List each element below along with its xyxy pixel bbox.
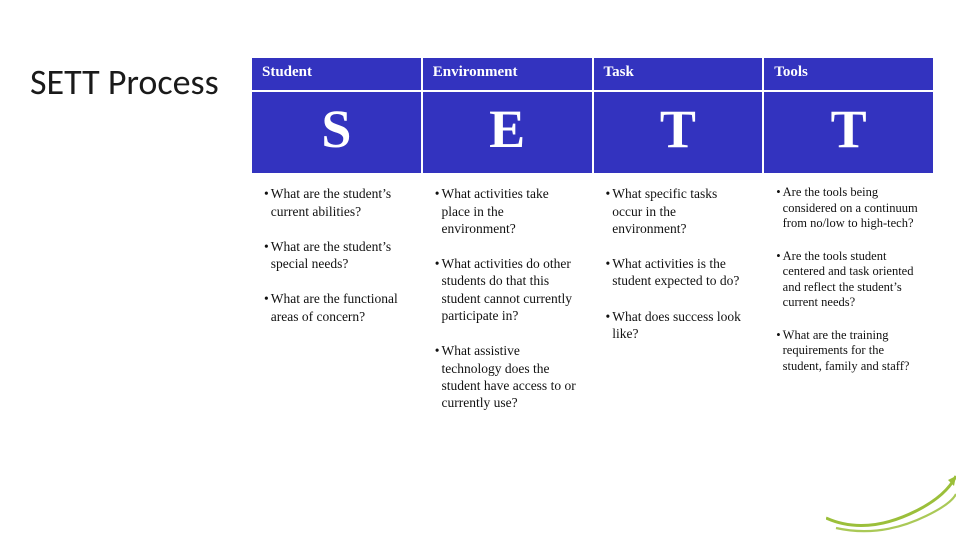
bullet-text: What are the functional areas of concern… xyxy=(271,290,409,325)
bullet-item: •What are the student’s special needs? xyxy=(264,238,409,273)
bullet-item: •What specific tasks occur in the enviro… xyxy=(606,185,751,237)
bullet-text: Are the tools being considered on a cont… xyxy=(783,185,921,231)
col-letter: E xyxy=(421,90,592,173)
col-header: Student xyxy=(250,58,421,90)
bullet-text: What specific tasks occur in the environ… xyxy=(612,185,750,237)
bullet-text: What are the training requirements for t… xyxy=(783,328,921,374)
swoosh-icon xyxy=(826,466,956,536)
col-letter: S xyxy=(250,90,421,173)
bullet-item: •Are the tools student centered and task… xyxy=(776,249,921,310)
col-letter: T xyxy=(762,90,933,173)
bullet-text: Are the tools student centered and task … xyxy=(783,249,921,310)
col-header: Tools xyxy=(762,58,933,90)
bullet-icon: • xyxy=(435,185,442,237)
bullet-icon: • xyxy=(264,290,271,325)
page-title: SETT Process xyxy=(30,60,219,104)
bullet-item: •What are the student’s current abilitie… xyxy=(264,185,409,220)
bullet-text: What activities do other students do tha… xyxy=(441,255,579,324)
col-header: Environment xyxy=(421,58,592,90)
col-body: •What are the student’s current abilitie… xyxy=(250,173,421,473)
sett-table: Student Environment Task Tools S E T T •… xyxy=(250,58,935,473)
bullet-text: What activities is the student expected … xyxy=(612,255,750,290)
col-header: Task xyxy=(592,58,763,90)
bullet-text: What does success look like? xyxy=(612,308,750,343)
bullet-icon: • xyxy=(264,185,271,220)
bullet-icon: • xyxy=(435,342,442,411)
bullet-icon: • xyxy=(606,185,613,237)
slide: SETT Process Student Environment Task To… xyxy=(0,0,960,540)
bullet-item: •What does success look like? xyxy=(606,308,751,343)
bullet-item: •What activities take place in the envir… xyxy=(435,185,580,237)
bullet-icon: • xyxy=(606,308,613,343)
bullet-icon: • xyxy=(435,255,442,324)
bullet-text: What are the student’s special needs? xyxy=(271,238,409,273)
bullet-icon: • xyxy=(606,255,613,290)
col-body: •What activities take place in the envir… xyxy=(421,173,592,473)
col-body: •Are the tools being considered on a con… xyxy=(762,173,933,473)
bullet-item: •What are the functional areas of concer… xyxy=(264,290,409,325)
bullet-text: What activities take place in the enviro… xyxy=(441,185,579,237)
bullet-item: •What are the training requirements for … xyxy=(776,328,921,374)
bullet-item: •Are the tools being considered on a con… xyxy=(776,185,921,231)
col-letter: T xyxy=(592,90,763,173)
bullet-item: •What activities do other students do th… xyxy=(435,255,580,324)
bullet-text: What are the student’s current abilities… xyxy=(271,185,409,220)
col-body: •What specific tasks occur in the enviro… xyxy=(592,173,763,473)
bullet-icon: • xyxy=(264,238,271,273)
bullet-item: •What activities is the student expected… xyxy=(606,255,751,290)
bullet-text: What assistive technology does the stude… xyxy=(441,342,579,411)
bullet-item: •What assistive technology does the stud… xyxy=(435,342,580,411)
